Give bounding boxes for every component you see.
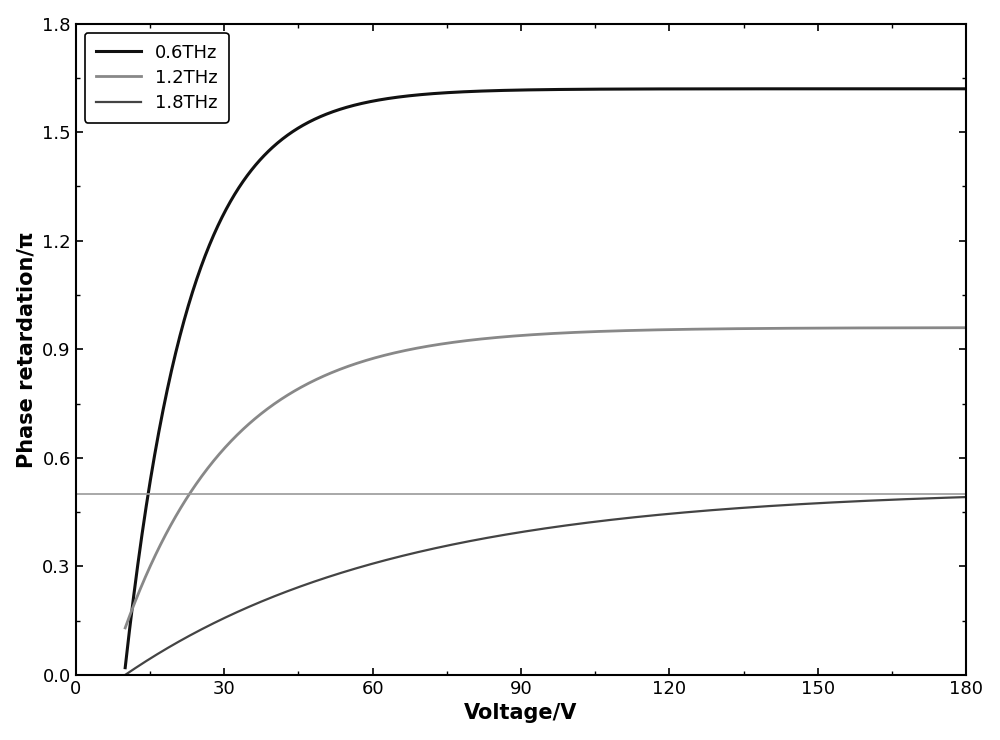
- Y-axis label: Phase retardation/π: Phase retardation/π: [17, 231, 37, 468]
- 1.2THz: [697, 325, 709, 334]
- 1.8THz: [775, 501, 787, 510]
- 1.8THz: [490, 532, 502, 541]
- 1.2THz: [960, 323, 972, 332]
- Line: 0.6THz: 0.6THz: [125, 89, 966, 667]
- 0.6THz: [790, 84, 802, 93]
- Legend: 0.6THz, 1.2THz, 1.8THz: 0.6THz, 1.2THz, 1.8THz: [85, 33, 229, 123]
- 0.6THz: [459, 87, 471, 96]
- 1.8THz: [960, 493, 972, 502]
- 1.2THz: [490, 333, 502, 342]
- 1.2THz: [790, 324, 802, 333]
- 0.6THz: [960, 84, 972, 93]
- Line: 1.8THz: 1.8THz: [125, 497, 966, 675]
- 0.6THz: [119, 663, 131, 672]
- 1.2THz: [119, 623, 131, 632]
- 1.8THz: [790, 500, 802, 509]
- 1.8THz: [119, 670, 131, 679]
- 0.6THz: [775, 84, 787, 93]
- 1.8THz: [205, 620, 217, 629]
- 0.6THz: [205, 237, 217, 246]
- 1.8THz: [697, 506, 709, 515]
- 0.6THz: [697, 84, 709, 93]
- Line: 1.2THz: 1.2THz: [125, 328, 966, 628]
- 1.2THz: [205, 460, 217, 468]
- 1.2THz: [459, 337, 471, 346]
- 0.6THz: [490, 86, 502, 95]
- 1.2THz: [775, 324, 787, 333]
- X-axis label: Voltage/V: Voltage/V: [464, 703, 578, 723]
- 1.8THz: [459, 537, 471, 546]
